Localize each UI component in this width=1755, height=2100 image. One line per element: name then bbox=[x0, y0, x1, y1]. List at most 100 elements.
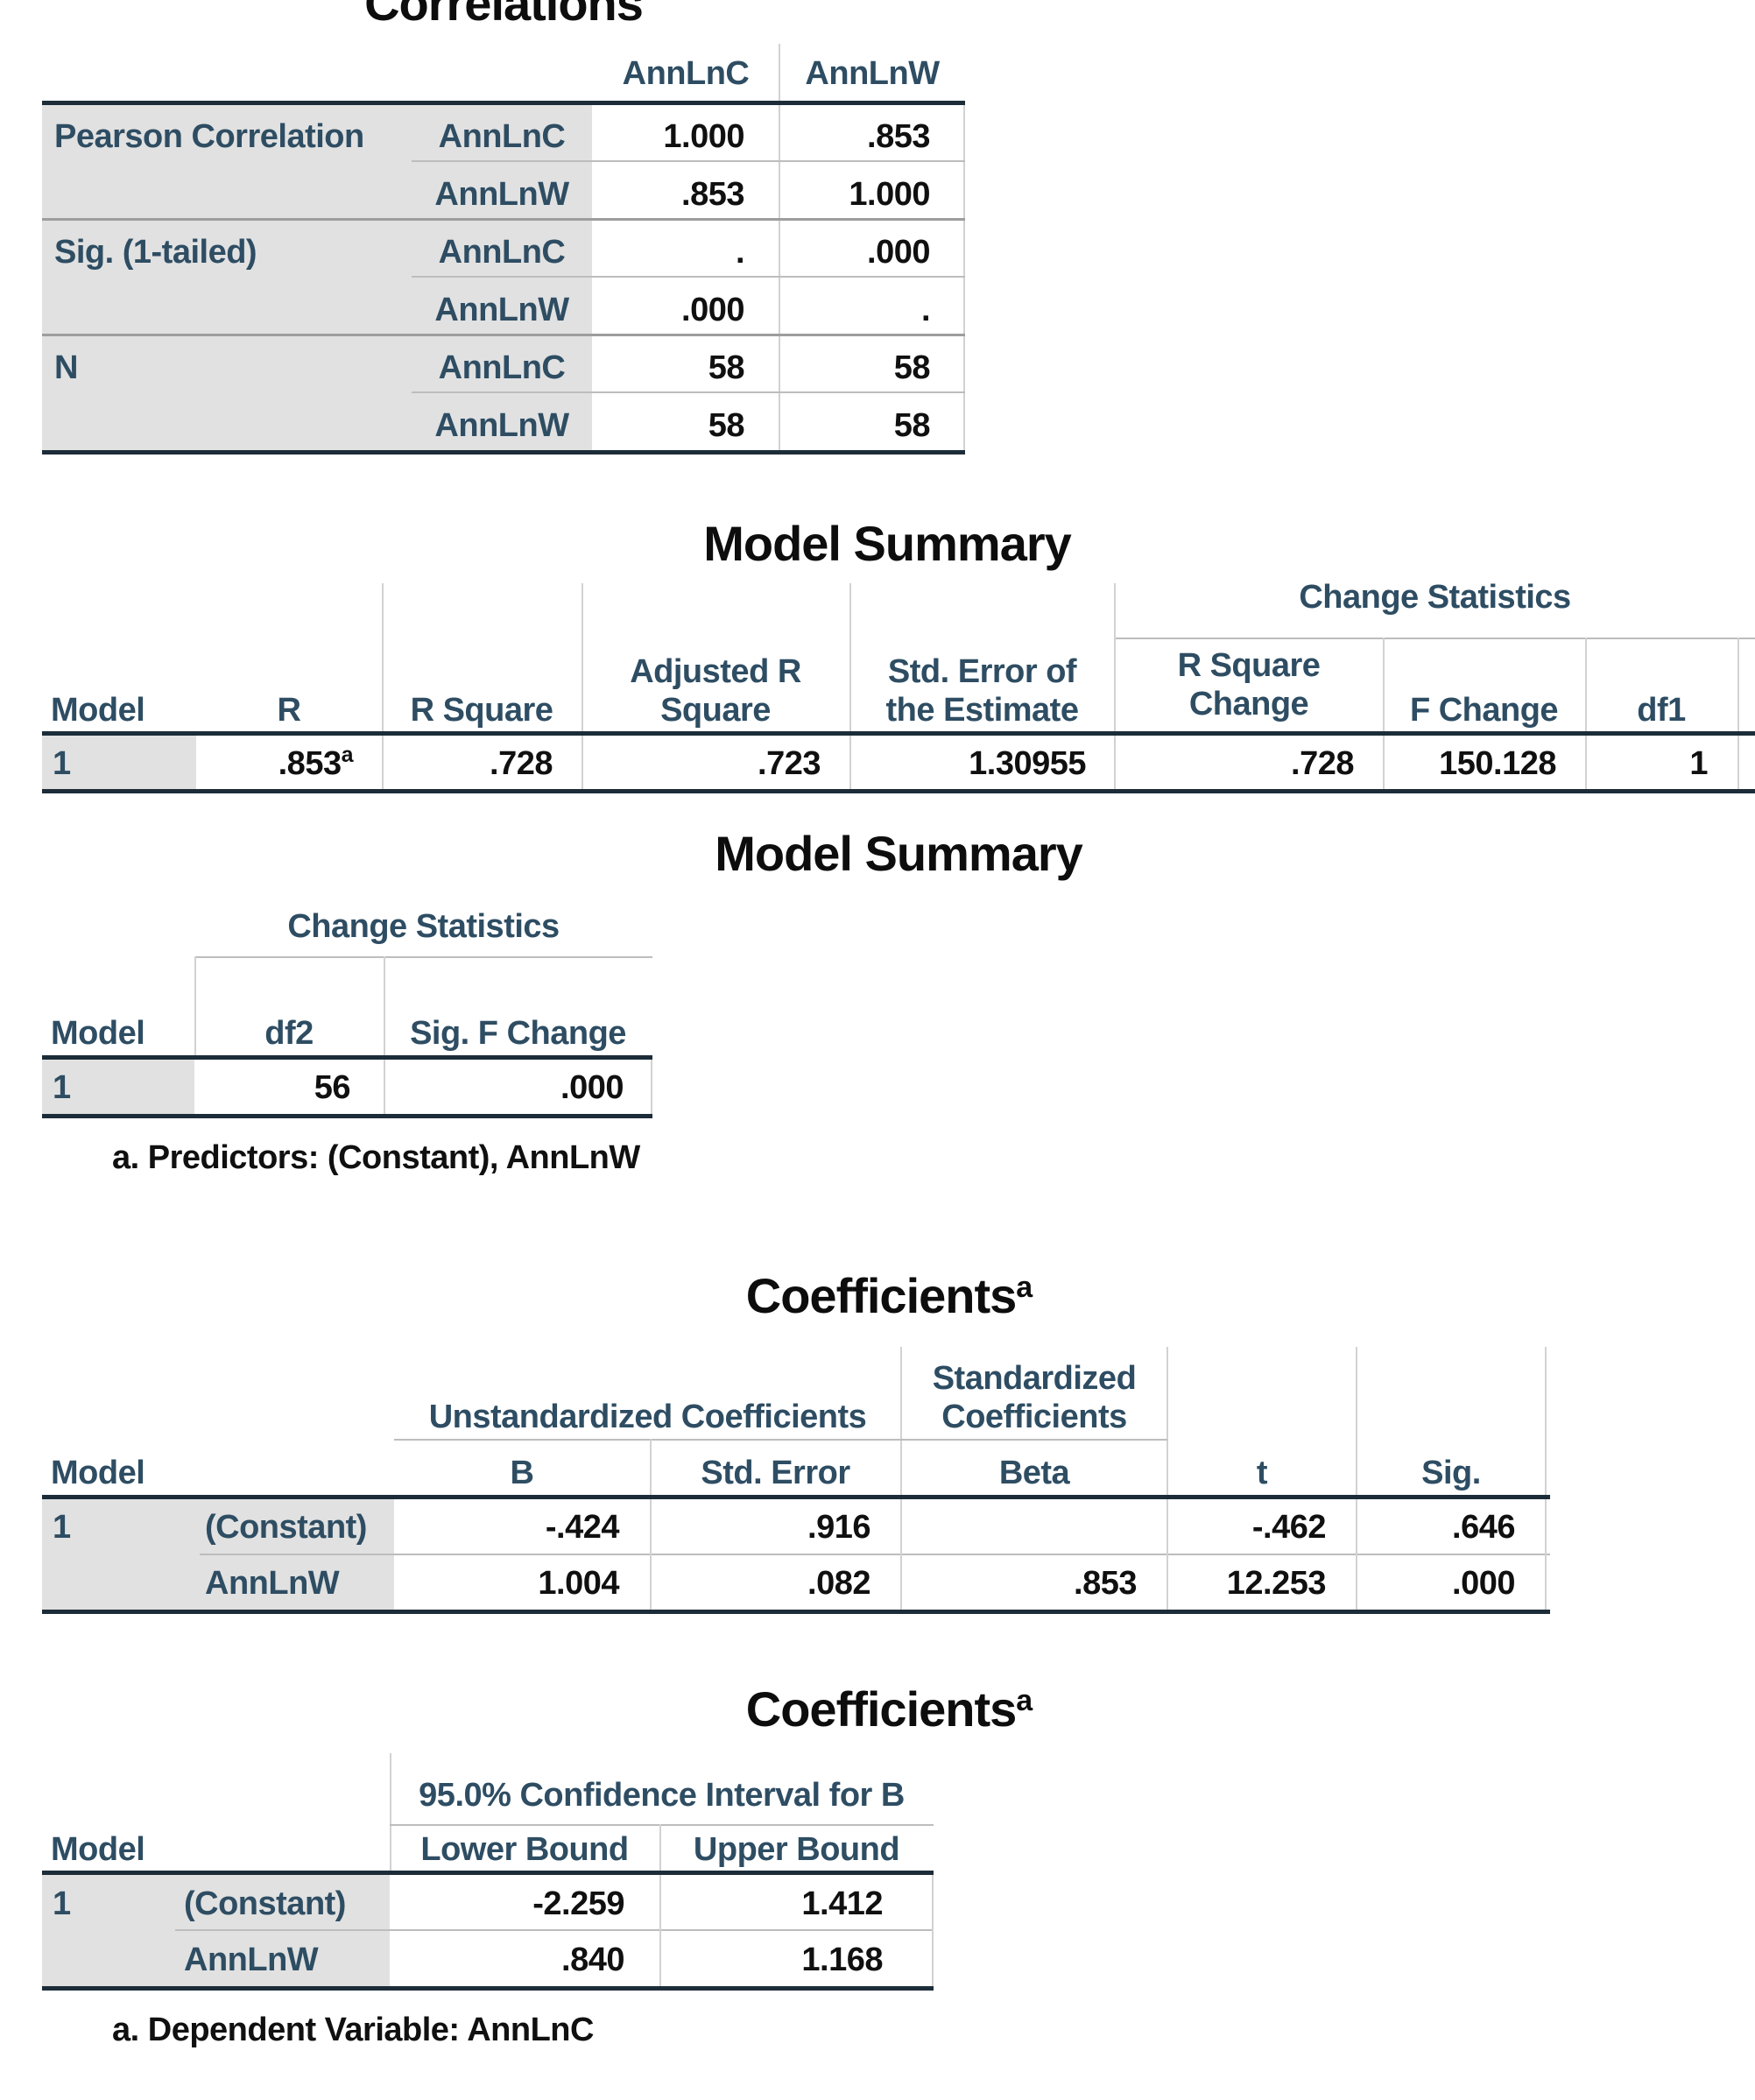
column-divider bbox=[779, 44, 780, 101]
column-header: Model bbox=[51, 1455, 145, 1491]
column-divider bbox=[1166, 1499, 1168, 1610]
cell-value: -.462 bbox=[1251, 1509, 1327, 1546]
cell-value: 12.253 bbox=[1226, 1565, 1327, 1602]
column-header: Sig. F Change bbox=[410, 1015, 626, 1052]
column-header: Model bbox=[51, 692, 145, 729]
title-text: Coefficients bbox=[745, 1268, 1017, 1323]
column-header: Model bbox=[51, 1831, 145, 1868]
column-divider bbox=[659, 1824, 661, 1871]
cell-value: .916 bbox=[807, 1509, 870, 1546]
correlations-title: Correlations bbox=[364, 0, 644, 31]
column-divider bbox=[932, 1875, 934, 1986]
column-header: df1 bbox=[1637, 692, 1686, 729]
cell-value: .840 bbox=[561, 1941, 624, 1978]
variable-label: AnnLnC bbox=[438, 234, 566, 271]
cell-value: .853 bbox=[1074, 1565, 1137, 1602]
column-divider bbox=[1356, 1347, 1357, 1495]
column-divider bbox=[650, 1499, 652, 1610]
spanner-underline bbox=[394, 1439, 1167, 1441]
stub-background bbox=[42, 1060, 194, 1114]
table-border bbox=[42, 1610, 1550, 1614]
column-divider bbox=[1545, 1347, 1547, 1495]
column-divider bbox=[1737, 736, 1739, 789]
cell-value: -.424 bbox=[545, 1509, 620, 1546]
cell-value: .000 bbox=[867, 234, 930, 271]
spanner-label: 95.0% Confidence Interval for B bbox=[419, 1777, 905, 1814]
column-divider bbox=[1166, 1347, 1168, 1495]
column-header: Beta bbox=[998, 1455, 1070, 1491]
column-header: F Change bbox=[1409, 692, 1559, 729]
column-header: Lower Bound bbox=[420, 1831, 629, 1868]
column-header: Model bbox=[51, 1015, 145, 1052]
column-divider bbox=[1114, 736, 1116, 789]
footnote: a. Dependent Variable: AnnLnC bbox=[112, 2012, 594, 2048]
cell-value: .000 bbox=[1452, 1565, 1515, 1602]
table-border bbox=[42, 1114, 652, 1118]
column-divider bbox=[650, 1439, 652, 1495]
table-border bbox=[42, 1495, 1550, 1499]
spanner-label: Change Statistics bbox=[1299, 579, 1571, 616]
table-border bbox=[42, 731, 1755, 736]
cell-value: .723 bbox=[758, 745, 821, 782]
cell-value: .728 bbox=[490, 745, 553, 782]
column-header: R bbox=[277, 692, 301, 729]
row-divider bbox=[175, 1929, 934, 1931]
column-divider bbox=[1114, 583, 1116, 731]
cell-value: .646 bbox=[1452, 1509, 1515, 1546]
footnote: a. Predictors: (Constant), AnnLnW bbox=[112, 1139, 640, 1176]
row-divider bbox=[412, 160, 965, 162]
cell-value: .853a bbox=[196, 743, 354, 783]
spanner-label: Change Statistics bbox=[287, 908, 560, 945]
cell-value: . bbox=[735, 234, 745, 271]
variable-label: AnnLnW bbox=[434, 292, 569, 328]
column-header: Upper Bound bbox=[693, 1831, 900, 1868]
column-header: Sig. bbox=[1421, 1455, 1481, 1491]
column-divider bbox=[1383, 638, 1385, 731]
footnote-marker: a bbox=[1016, 1684, 1033, 1717]
column-header: Square bbox=[660, 692, 771, 729]
group-divider bbox=[42, 218, 965, 221]
table-border bbox=[42, 1055, 652, 1060]
column-divider bbox=[194, 956, 196, 1055]
column-header: Std. Error of bbox=[887, 653, 1077, 690]
column-header: Adjusted R bbox=[630, 653, 801, 690]
model-summary-title: Model Summary bbox=[715, 826, 1083, 881]
column-divider bbox=[1545, 1499, 1547, 1610]
row-divider bbox=[412, 391, 965, 393]
row-divider bbox=[200, 1554, 1550, 1555]
model-number: 1 bbox=[53, 1509, 71, 1546]
variable-label: AnnLnW bbox=[434, 407, 569, 444]
column-divider bbox=[382, 583, 384, 731]
column-divider bbox=[384, 1060, 385, 1114]
row-divider bbox=[412, 276, 965, 278]
cell-value: 58 bbox=[708, 407, 745, 444]
cell-value: .853 bbox=[681, 176, 744, 213]
cell-value: .728 bbox=[1291, 745, 1354, 782]
cell-value: -2.259 bbox=[532, 1885, 624, 1922]
predictor-label: AnnLnW bbox=[205, 1565, 340, 1602]
cell-value: 58 bbox=[708, 349, 745, 386]
spanner-label: Unstandardized Coefficients bbox=[428, 1399, 867, 1435]
column-divider bbox=[1585, 638, 1587, 731]
coefficients-title: Coefficientsa bbox=[626, 1685, 1152, 1734]
cell-value: .000 bbox=[681, 292, 744, 328]
footnote-marker: a bbox=[1016, 1271, 1033, 1304]
cell-value: . bbox=[920, 292, 931, 328]
cell-value: 1 bbox=[1689, 745, 1708, 782]
cell-value: 58 bbox=[893, 349, 931, 386]
column-header: R Square bbox=[1177, 647, 1321, 684]
spanner-underline bbox=[1115, 638, 1755, 639]
column-divider bbox=[581, 583, 583, 731]
model-summary-title: Model Summary bbox=[703, 516, 1072, 571]
cell-value: .082 bbox=[807, 1565, 870, 1602]
table-border bbox=[42, 450, 965, 455]
column-header: R Square bbox=[410, 692, 553, 729]
cell-value: 1.000 bbox=[663, 118, 744, 155]
footnote-marker: a bbox=[341, 743, 354, 767]
column-divider bbox=[779, 105, 780, 450]
model-number: 1 bbox=[53, 1069, 71, 1106]
cell-value: 1.412 bbox=[801, 1885, 883, 1922]
column-divider bbox=[1383, 736, 1385, 789]
group-divider bbox=[42, 334, 965, 336]
column-divider bbox=[849, 736, 851, 789]
